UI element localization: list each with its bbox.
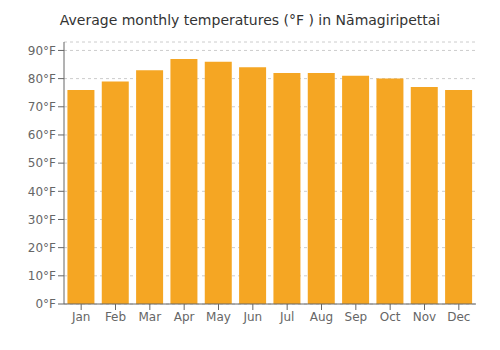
svg-text:Aug: Aug: [310, 310, 333, 324]
svg-text:70°F: 70°F: [28, 100, 56, 114]
svg-text:Sep: Sep: [345, 310, 368, 324]
svg-text:20°F: 20°F: [28, 241, 56, 255]
svg-text:Feb: Feb: [105, 310, 126, 324]
svg-text:10°F: 10°F: [28, 269, 56, 283]
html-text:Average monthly temperatures (: Average monthly temperatures (°F ) in Nā…: [59, 12, 441, 28]
svg-text:30°F: 30°F: [28, 213, 56, 227]
svg-text:Nov: Nov: [413, 310, 436, 324]
svg-text:Dec: Dec: [447, 310, 470, 324]
svg-text:Jan: Jan: [71, 310, 91, 324]
svg-text:90°F: 90°F: [28, 44, 56, 58]
svg-text:50°F: 50°F: [28, 156, 56, 170]
svg-text:Jul: Jul: [279, 310, 294, 324]
svg-text:40°F: 40°F: [28, 185, 56, 199]
svg-text:0°F: 0°F: [35, 297, 56, 311]
svg-text:May: May: [206, 310, 231, 324]
svg-text:Mar: Mar: [139, 310, 162, 324]
svg-text:Jun: Jun: [242, 310, 262, 324]
svg-text:Oct: Oct: [380, 310, 401, 324]
svg-text:60°F: 60°F: [28, 128, 56, 142]
svg-text:Apr: Apr: [174, 310, 195, 324]
svg-text:80°F: 80°F: [28, 72, 56, 86]
